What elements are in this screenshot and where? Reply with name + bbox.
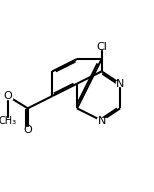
- Text: CH₃: CH₃: [0, 116, 17, 126]
- Text: N: N: [116, 79, 124, 89]
- Text: O: O: [23, 125, 32, 135]
- Bar: [95, 44, 109, 50]
- Bar: [116, 81, 125, 86]
- Bar: [97, 118, 106, 123]
- Text: O: O: [3, 91, 12, 101]
- Text: N: N: [97, 116, 106, 126]
- Bar: [3, 93, 12, 99]
- Text: Cl: Cl: [96, 42, 107, 52]
- Bar: [23, 127, 32, 133]
- Bar: [0, 118, 15, 123]
